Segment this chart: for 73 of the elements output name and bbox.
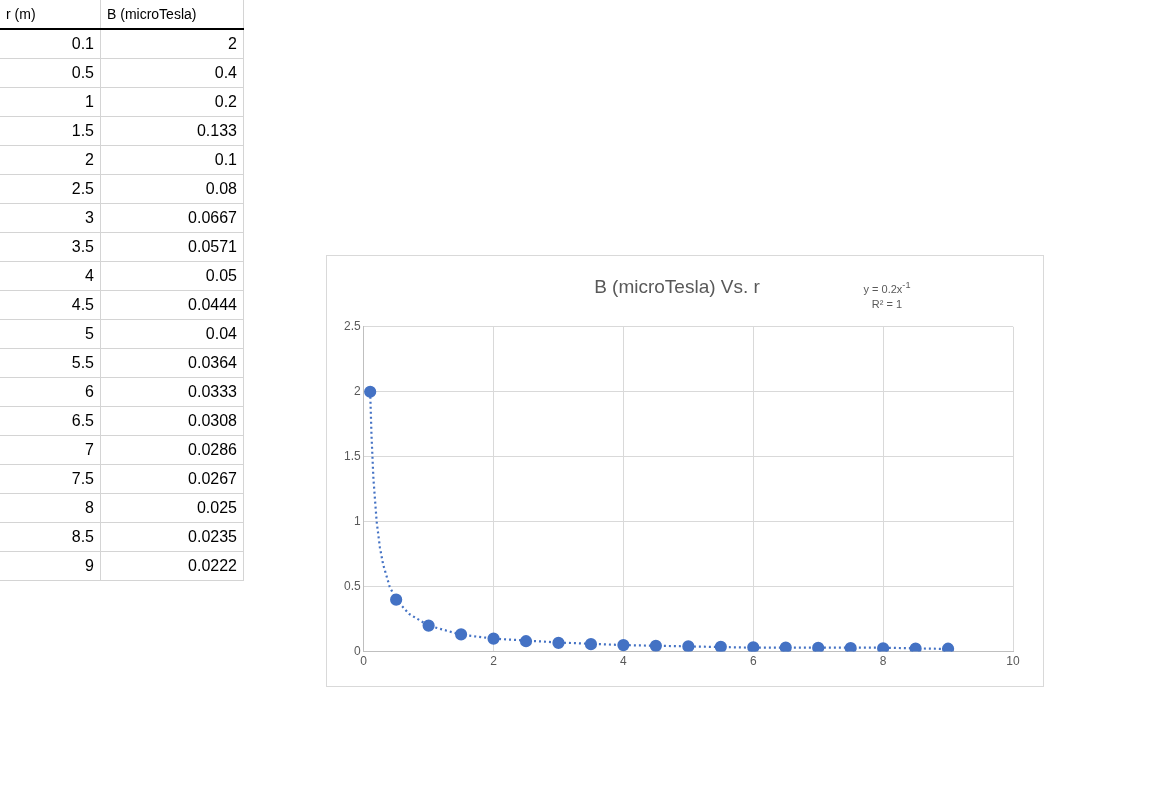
text: 5 [0,319,101,348]
x-tick-label: 6 [749,654,757,669]
text: 0.0444 [100,290,244,319]
point [364,385,377,398]
text: 0.0222 [100,551,244,580]
text: 0.5 [0,58,101,87]
text: 0.08 [100,174,244,203]
text: 8.5 [0,522,101,551]
point [844,642,857,652]
x-tick-label: 2 [490,654,498,669]
text: 2 [0,145,101,174]
text: 0.0333 [100,377,244,406]
text: 7.5 [0,464,101,493]
text: 6 [0,377,101,406]
text: 0.025 [100,493,244,522]
point [390,593,403,606]
text: 0.2 [100,87,244,116]
point [487,632,500,645]
text: r (m) [0,0,101,29]
point [779,641,792,652]
text: R² = 1 [870,296,904,312]
text: 8 [0,493,101,522]
text: 2.5 [0,174,101,203]
point [747,641,760,652]
text: 3.5 [0,232,101,261]
point [422,619,435,632]
x-tick-label: 8 [879,654,887,669]
x-tick-label: 10 [1006,654,1020,669]
text: 0.0308 [100,406,244,435]
text: 5.5 [0,348,101,377]
y-tick-label: 2.5 [343,319,361,334]
point [617,639,630,652]
text: 0.4 [100,58,244,87]
point [682,640,695,652]
text: 9 [0,551,101,580]
text: 0.0571 [100,232,244,261]
y-tick-label: 1.5 [343,449,361,464]
point [877,642,890,652]
point [909,642,922,652]
point [552,636,565,650]
chart-title: B (microTesla) Vs. r [594,275,761,297]
text: 0.1 [100,145,244,174]
text: 0.0235 [100,522,244,551]
y-tick-label: 2 [353,384,361,399]
text: 0.0364 [100,348,244,377]
point [812,641,825,652]
text: 0.0267 [100,464,244,493]
point [519,635,533,648]
x-tick-label: 4 [620,654,628,669]
text: 4 [0,261,101,290]
text: 0.04 [100,319,244,348]
text: y = 0.2x$^{-1}$ [862,279,912,297]
text: 0.05 [100,261,244,290]
text: 2 [100,29,244,58]
text: 7 [0,435,101,464]
y-tick-label: 0 [353,643,361,658]
point [649,639,662,652]
text: 0.0286 [100,435,244,464]
point [714,640,727,652]
text: 0.1 [0,29,101,58]
text: 0.133 [100,116,244,145]
y-tick-label: 0.5 [343,578,361,593]
text: 3 [0,203,101,232]
point [584,638,598,651]
point [941,642,955,652]
text: 1 [0,87,101,116]
text: 6.5 [0,406,101,435]
point [454,628,468,641]
y-tick-label: 1 [353,513,361,528]
text: 1.5 [0,116,101,145]
text: 4.5 [0,290,101,319]
text: B (microTesla) [100,0,244,29]
text: 0.0667 [100,203,244,232]
